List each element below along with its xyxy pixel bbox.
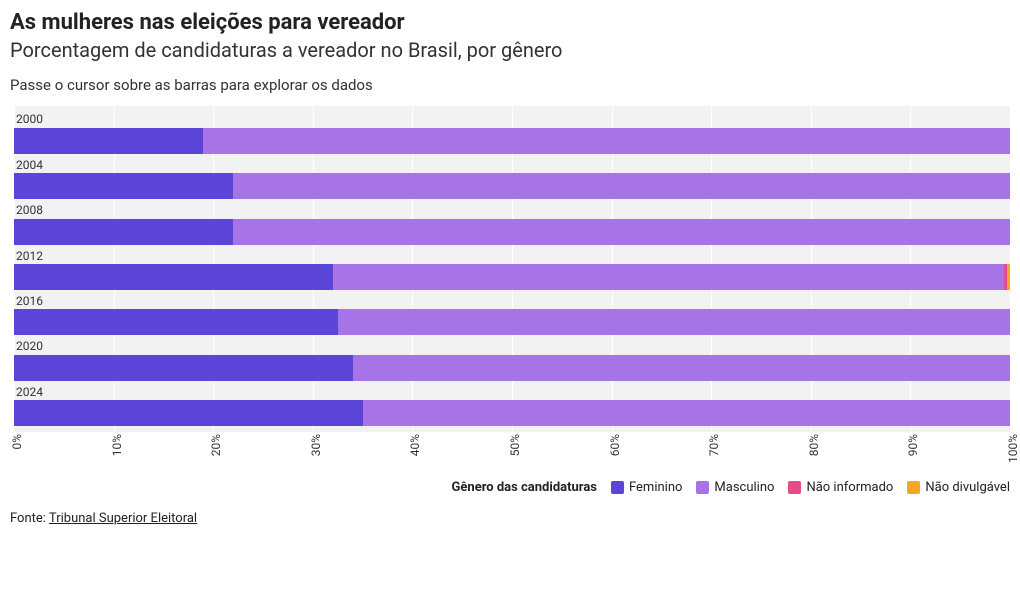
bar-segment-masculino[interactable] <box>203 128 1010 154</box>
chart-row: 2016 <box>14 294 1010 339</box>
bar-segment-feminino[interactable] <box>14 219 233 245</box>
legend: Gênero das candidaturas Feminino Masculin… <box>10 480 1010 495</box>
bar-segment-masculino[interactable] <box>338 309 1010 335</box>
stacked-bar[interactable] <box>14 128 1010 154</box>
chart-subtitle: Porcentagem de candidaturas a vereador n… <box>10 38 1010 62</box>
x-tick: 20% <box>209 434 223 456</box>
legend-item-nao_divulgavel: Não divulgável <box>907 480 1010 495</box>
legend-swatch <box>788 481 801 494</box>
bar-segment-masculino[interactable] <box>233 173 1010 199</box>
plot-area: 2000 2004 2008 2012 2016 2020 2024 <box>14 106 1010 432</box>
legend-item-masculino: Masculino <box>696 480 774 495</box>
chart-container: 2000 2004 2008 2012 2016 2020 2024 0% 10% 20% 30%… <box>10 106 1010 476</box>
legend-title: Gênero das candidaturas <box>452 480 597 495</box>
bar-segment-masculino[interactable] <box>363 400 1010 426</box>
legend-label: Feminino <box>629 480 682 495</box>
gridline <box>1010 106 1011 432</box>
legend-label: Não divulgável <box>925 480 1010 495</box>
row-label: 2008 <box>14 203 1010 218</box>
x-tick: 10% <box>110 434 124 456</box>
row-label: 2004 <box>14 158 1010 173</box>
x-tick: 30% <box>309 434 323 456</box>
x-tick: 50% <box>508 434 522 456</box>
legend-swatch <box>611 481 624 494</box>
x-tick: 80% <box>807 434 821 456</box>
chart-row: 2004 <box>14 158 1010 203</box>
x-tick: 40% <box>408 434 422 456</box>
legend-swatch <box>907 481 920 494</box>
stacked-bar[interactable] <box>14 309 1010 335</box>
legend-item-nao_informado: Não informado <box>788 480 893 495</box>
bar-segment-feminino[interactable] <box>14 400 363 426</box>
bar-segment-masculino[interactable] <box>353 355 1010 381</box>
chart-title: As mulheres nas eleições para vereador <box>10 10 1010 36</box>
bar-segment-feminino[interactable] <box>14 173 233 199</box>
chart-row: 2024 <box>14 385 1010 430</box>
row-label: 2020 <box>14 339 1010 354</box>
source-link[interactable]: Tribunal Superior Eleitoral <box>49 511 197 526</box>
chart-hint: Passe o cursor sobre as barras para expl… <box>10 76 1010 94</box>
bar-segment-feminino[interactable] <box>14 309 338 335</box>
bar-segment-feminino[interactable] <box>14 355 353 381</box>
legend-label: Masculino <box>714 480 774 495</box>
row-label: 2024 <box>14 385 1010 400</box>
x-tick: 90% <box>906 434 920 456</box>
bar-segment-masculino[interactable] <box>233 219 1010 245</box>
stacked-bar[interactable] <box>14 219 1010 245</box>
bar-segment-feminino[interactable] <box>14 128 203 154</box>
source-prefix: Fonte: <box>10 511 49 526</box>
x-tick: 100% <box>1006 434 1020 463</box>
bar-segment-masculino[interactable] <box>333 264 1004 290</box>
chart-row: 2020 <box>14 339 1010 384</box>
chart-row: 2008 <box>14 203 1010 248</box>
x-axis: 0%10%20%30%40%50%60%70%80%90%100% <box>14 434 1010 476</box>
row-label: 2016 <box>14 294 1010 309</box>
x-tick: 70% <box>707 434 721 456</box>
chart-row: 2000 <box>14 112 1010 157</box>
legend-label: Não informado <box>806 480 893 495</box>
source-line: Fonte: Tribunal Superior Eleitoral <box>10 511 1010 526</box>
x-tick: 60% <box>608 434 622 456</box>
legend-swatch <box>696 481 709 494</box>
chart-row: 2012 <box>14 249 1010 294</box>
bar-segment-nao_divulgavel[interactable] <box>1007 264 1010 290</box>
stacked-bar[interactable] <box>14 173 1010 199</box>
bar-segment-feminino[interactable] <box>14 264 333 290</box>
stacked-bar[interactable] <box>14 264 1010 290</box>
x-tick: 0% <box>10 434 24 450</box>
stacked-bar[interactable] <box>14 400 1010 426</box>
stacked-bar[interactable] <box>14 355 1010 381</box>
legend-item-feminino: Feminino <box>611 480 682 495</box>
row-label: 2000 <box>14 112 1010 127</box>
row-label: 2012 <box>14 249 1010 264</box>
